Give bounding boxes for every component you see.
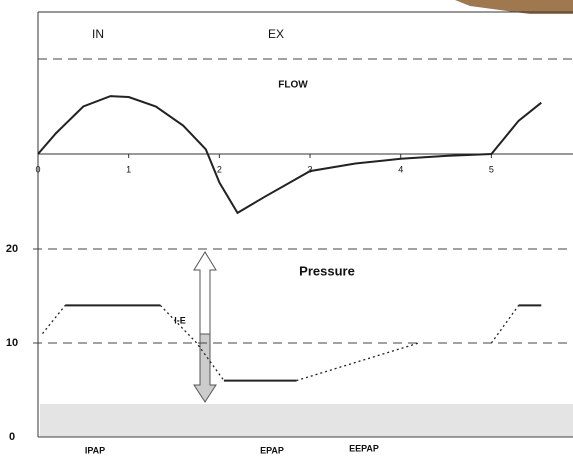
- baseline-band: [40, 404, 573, 437]
- pressure-segment: [490, 305, 520, 344]
- panel-title: FLOW: [278, 80, 308, 91]
- y-tick-label: 20: [6, 243, 18, 255]
- x-tick-label: 1: [126, 164, 131, 174]
- annotation: I-E: [174, 315, 186, 325]
- annotation: EEPAP: [349, 443, 379, 453]
- flow-line: [37, 95, 542, 215]
- pressure-segment: [41, 304, 66, 335]
- annotation: IPAP: [85, 445, 105, 455]
- x-tick-label: 4: [398, 164, 403, 174]
- panel-title: Pressure: [299, 263, 355, 278]
- y-tick-label: 10: [6, 337, 18, 349]
- photo-corner: [455, 0, 573, 14]
- annotation: EX: [268, 27, 284, 41]
- pressure-arrow: [193, 251, 217, 403]
- y-tick-label: 0: [9, 431, 15, 443]
- annotation: EPAP: [260, 445, 284, 455]
- annotation: IN: [92, 27, 104, 41]
- x-tick-label: 5: [489, 164, 494, 174]
- x-tick-label: 3: [308, 164, 313, 174]
- pressure-segment: [296, 342, 419, 382]
- x-tick-label: 2: [217, 164, 222, 174]
- x-tick-label: 0: [35, 164, 40, 174]
